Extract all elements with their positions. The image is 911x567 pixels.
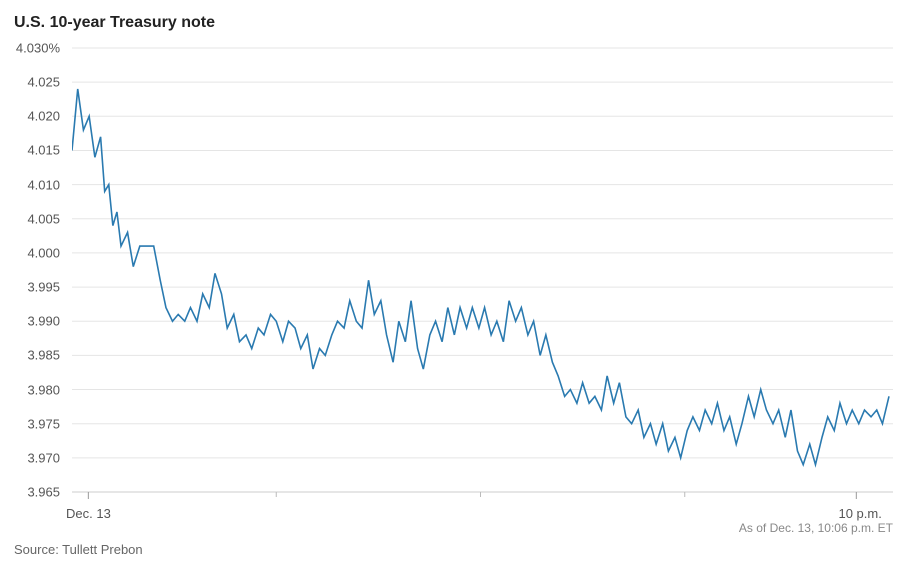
y-tick-label: 3.980: [27, 382, 60, 397]
y-tick-label: 3.970: [27, 450, 60, 465]
source-label: Source: Tullett Prebon: [14, 542, 143, 557]
x-tick-label: 10 p.m.: [838, 506, 881, 521]
y-axis-labels: 3.965 3.970 3.975 3.980 3.985 3.990 3.995 4.000…: [14, 40, 66, 500]
y-tick-label: 4.005: [27, 211, 60, 226]
series-line: [72, 89, 889, 465]
x-tick-label: Dec. 13: [66, 506, 111, 521]
plot-svg: [72, 40, 893, 500]
chart-container: U.S. 10-year Treasury note 3.9653.9703.9…: [0, 0, 911, 567]
asof-label: As of Dec. 13, 10:06 p.m. ET: [739, 521, 893, 535]
chart-title: U.S. 10-year Treasury note: [14, 14, 893, 32]
y-tick-label: 3.975: [27, 416, 60, 431]
y-tick-label: 4.020: [27, 109, 60, 124]
y-tick-label: 4.015: [27, 143, 60, 158]
y-tick-label: 3.995: [27, 280, 60, 295]
plot-wrap: 3.965 3.970 3.975 3.980 3.985 3.990 3.995 4.000…: [14, 40, 893, 500]
y-tick-label: 4.000: [27, 245, 60, 260]
y-tick-label: 3.990: [27, 314, 60, 329]
y-tick-label: 4.025: [27, 75, 60, 90]
y-tick-label: 4.030%: [16, 41, 60, 56]
y-tick-label: 3.985: [27, 348, 60, 363]
y-tick-label: 3.965: [27, 485, 60, 500]
y-tick-label: 4.010: [27, 177, 60, 192]
plot-area: [72, 40, 893, 500]
